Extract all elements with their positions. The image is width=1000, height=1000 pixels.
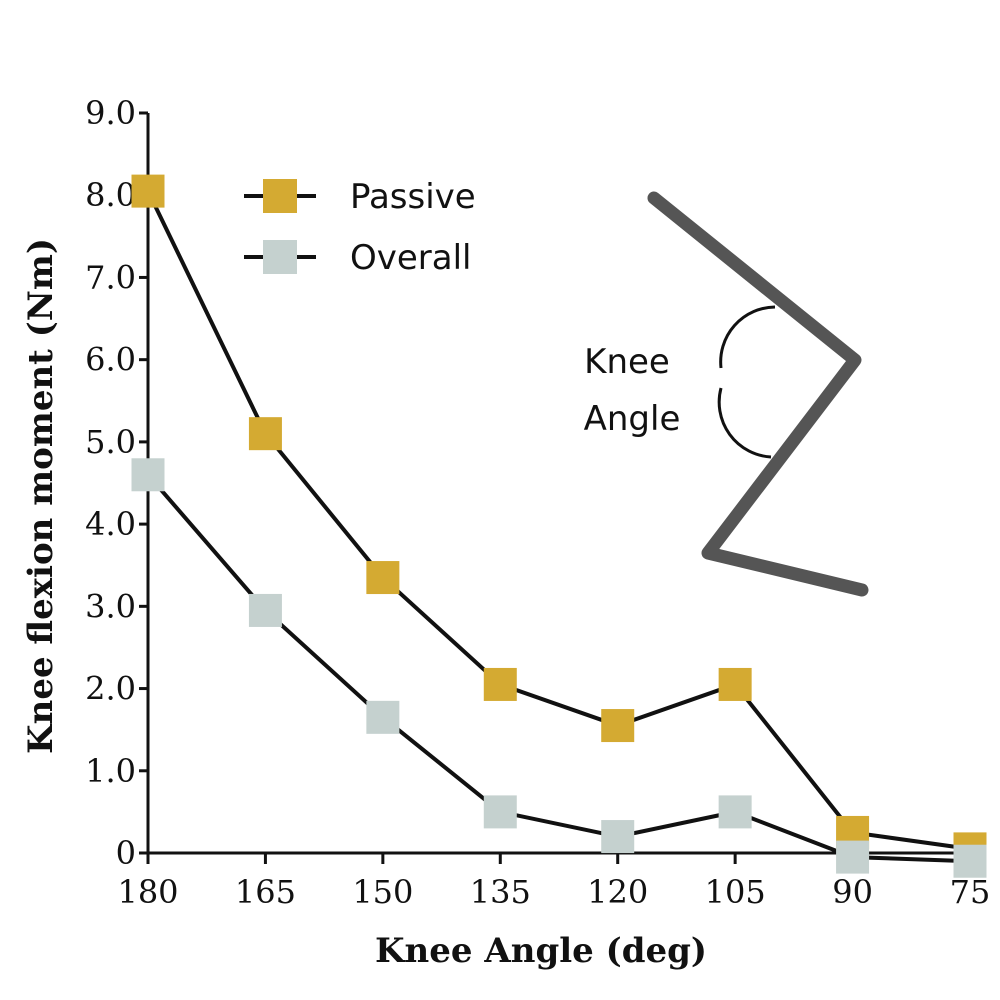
diagram-label-line1: Knee: [584, 342, 670, 382]
overall-legend-swatch: [263, 240, 297, 274]
x-tick-label: 150: [352, 873, 413, 911]
overall-point: [718, 795, 752, 829]
x-tick-label: 165: [235, 873, 296, 911]
y-tick-label: 3.0: [85, 587, 136, 625]
overall-point: [601, 820, 635, 854]
y-tick-label: 9.0: [85, 94, 136, 132]
overall-point: [483, 795, 517, 829]
overall-point: [953, 844, 987, 878]
series-markers: [131, 174, 987, 878]
y-tick-label: 6.0: [85, 341, 136, 379]
y-tick-label: 4.0: [85, 505, 136, 543]
y-tick-label: 7.0: [85, 258, 136, 296]
angle-arc-lower: [717, 387, 772, 459]
y-tick-label: 2.0: [85, 670, 136, 708]
passive-series-line: [146, 190, 971, 851]
overall-series-line: [146, 473, 971, 864]
overall-point: [366, 700, 400, 734]
overall-point: [131, 458, 165, 492]
angle-arc-upper: [719, 305, 776, 369]
passive-point: [131, 174, 165, 208]
x-tick-label: 105: [705, 873, 766, 911]
passive-point: [248, 417, 282, 451]
series-lines: [146, 190, 971, 864]
knee-angle-diagram: Knee Angle: [584, 191, 869, 597]
x-tick-label: 75: [950, 873, 991, 911]
legend: Passive Overall: [244, 177, 476, 278]
leg-diagram-icon: [647, 191, 869, 597]
x-tick-label: 90: [832, 873, 873, 911]
y-tick-label: 5.0: [85, 423, 136, 461]
y-tick-label: 0: [116, 834, 136, 872]
x-tick-label: 180: [117, 873, 178, 911]
passive-legend-swatch: [263, 179, 297, 213]
axes: 0 1.0 2.0 3.0 4.0 5.0 6.0 7.0 8.0 9.0 180 165 150 135…: [85, 94, 990, 911]
x-tick-label: 120: [587, 873, 648, 911]
diagram-label-line2: Angle: [584, 399, 681, 439]
x-tick-label: 135: [470, 873, 531, 911]
y-tick-label: 1.0: [85, 752, 136, 790]
y-axis-title: Knee flexion moment (Nm): [21, 238, 61, 754]
passive-point: [366, 561, 400, 595]
passive-point: [601, 709, 635, 743]
passive-point: [718, 667, 752, 701]
x-axis-title: Knee Angle (deg): [375, 931, 707, 971]
overall-point: [248, 593, 282, 627]
overall-legend-label: Overall: [350, 238, 472, 278]
y-tick-label: 8.0: [85, 176, 136, 214]
passive-point: [483, 667, 517, 701]
passive-legend-label: Passive: [350, 177, 476, 217]
overall-point: [836, 840, 870, 874]
